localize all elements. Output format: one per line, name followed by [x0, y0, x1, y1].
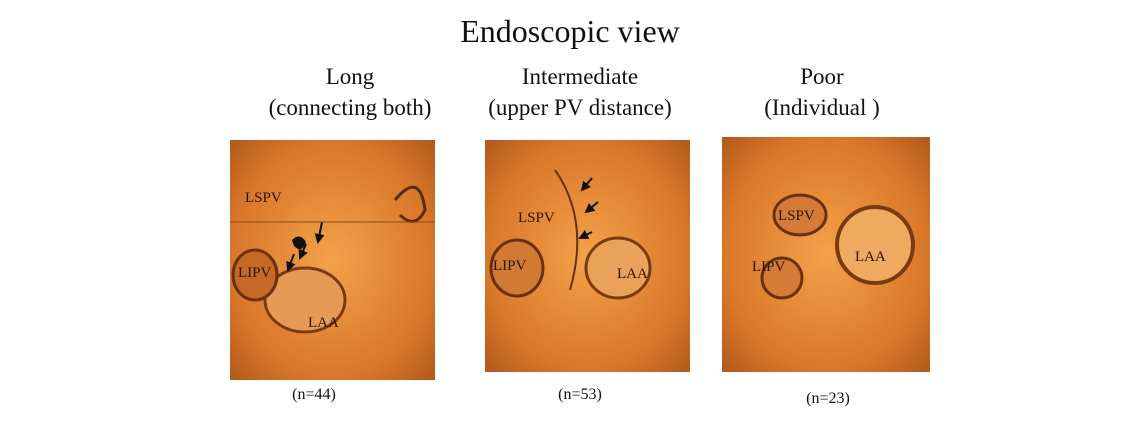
orifice: [231, 248, 279, 302]
label: LAA: [855, 249, 886, 265]
label: LSPV: [245, 190, 282, 206]
orifice: [760, 256, 804, 300]
heading: (connecting both): [269, 95, 432, 120]
orifice: [489, 238, 545, 298]
panel: Poor (Individual ) LSPV LIPV LAA (n=23): [722, 64, 930, 407]
label: LAA: [617, 266, 648, 282]
orifice: [584, 236, 652, 300]
orifice: [263, 266, 347, 334]
count: (n=53): [558, 386, 602, 403]
heading: (Individual ): [764, 95, 880, 120]
panel: Intermediate (upper PV distance) LSPV LI…: [485, 64, 690, 403]
heading: Long: [326, 64, 375, 89]
title: Endoscopic view: [460, 13, 680, 49]
heading: (upper PV distance): [488, 95, 672, 120]
heading: Intermediate: [522, 64, 638, 89]
orifice: [835, 205, 915, 285]
heading: Poor: [800, 64, 844, 89]
label: LIPV: [752, 259, 786, 275]
count: (n=44): [292, 386, 336, 403]
label: LSPV: [778, 208, 815, 224]
label: LAA: [308, 315, 339, 331]
orifice: [772, 193, 828, 237]
count: (n=23): [806, 390, 850, 407]
label: LSPV: [518, 210, 555, 226]
label: LIPV: [493, 258, 527, 274]
label: LIPV: [238, 265, 272, 281]
panel: Long (connecting both) LSPV LIPV LAA (n=…: [230, 64, 435, 403]
